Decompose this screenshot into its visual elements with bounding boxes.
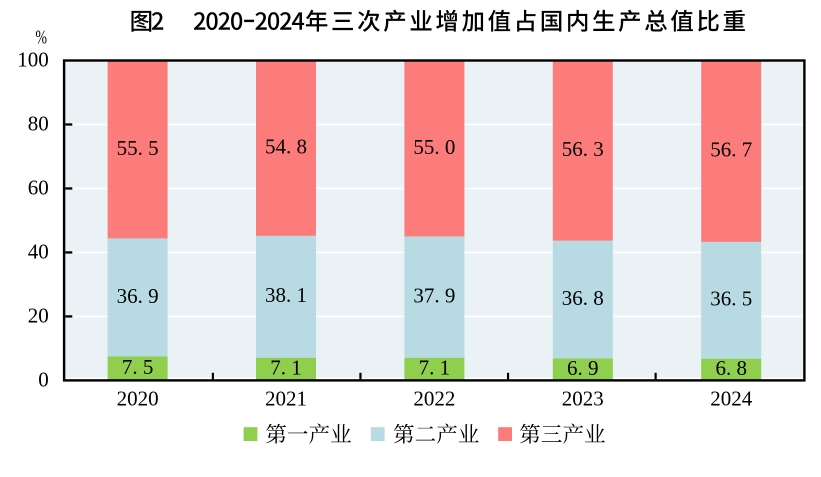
svg-text:2021: 2021 bbox=[265, 387, 307, 411]
svg-text:55. 5: 55. 5 bbox=[117, 136, 159, 160]
svg-text:0: 0 bbox=[38, 368, 49, 392]
svg-text:55. 0: 55. 0 bbox=[413, 135, 455, 159]
svg-text:2020: 2020 bbox=[117, 387, 159, 411]
svg-text:36. 8: 36. 8 bbox=[562, 286, 604, 310]
svg-text:2022: 2022 bbox=[413, 387, 455, 411]
svg-text:54. 8: 54. 8 bbox=[265, 135, 307, 159]
svg-text:40: 40 bbox=[28, 240, 49, 264]
svg-text:2024: 2024 bbox=[710, 387, 753, 411]
svg-text:7. 1: 7. 1 bbox=[270, 355, 302, 379]
svg-text:36. 5: 36. 5 bbox=[710, 287, 752, 311]
svg-text:37. 9: 37. 9 bbox=[413, 283, 455, 307]
svg-text:7. 1: 7. 1 bbox=[419, 355, 451, 379]
svg-text:6. 9: 6. 9 bbox=[567, 356, 599, 380]
svg-text:60: 60 bbox=[28, 176, 49, 200]
svg-text:6. 8: 6. 8 bbox=[715, 356, 747, 380]
svg-text:56. 7: 56. 7 bbox=[710, 138, 752, 162]
svg-text:36. 9: 36. 9 bbox=[117, 284, 159, 308]
svg-text:80: 80 bbox=[28, 112, 49, 136]
svg-text:2023: 2023 bbox=[562, 387, 604, 411]
svg-text:%: % bbox=[35, 26, 47, 48]
svg-text:100: 100 bbox=[17, 48, 49, 72]
svg-text:56. 3: 56. 3 bbox=[562, 137, 604, 161]
svg-text:7. 5: 7. 5 bbox=[122, 355, 154, 379]
svg-text:38. 1: 38. 1 bbox=[265, 283, 307, 307]
svg-text:20: 20 bbox=[28, 304, 49, 328]
